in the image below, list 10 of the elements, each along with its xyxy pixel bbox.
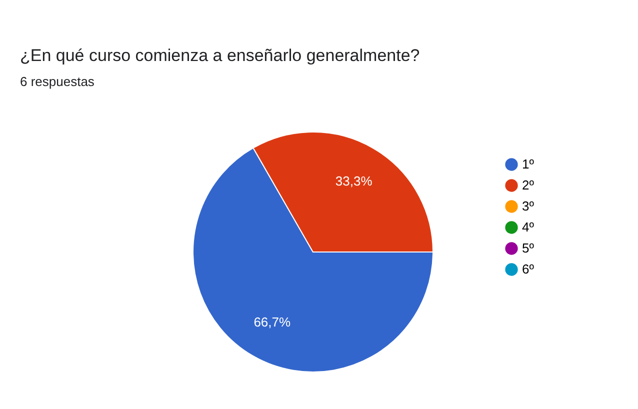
legend-label: 2º [522,178,534,192]
legend-label: 4º [522,220,534,234]
chart-title: ¿En qué curso comienza a enseñarlo generalmente? [20,46,420,65]
data-label: 66,7% [254,314,291,330]
data-label: 33,3% [335,173,373,188]
legend-label: 5º [522,240,534,256]
legend-label: 1º [522,156,534,172]
text: 6 respuestas [20,74,95,89]
legend-label: 3º [522,198,534,214]
legend-label: 6º [522,262,534,276]
